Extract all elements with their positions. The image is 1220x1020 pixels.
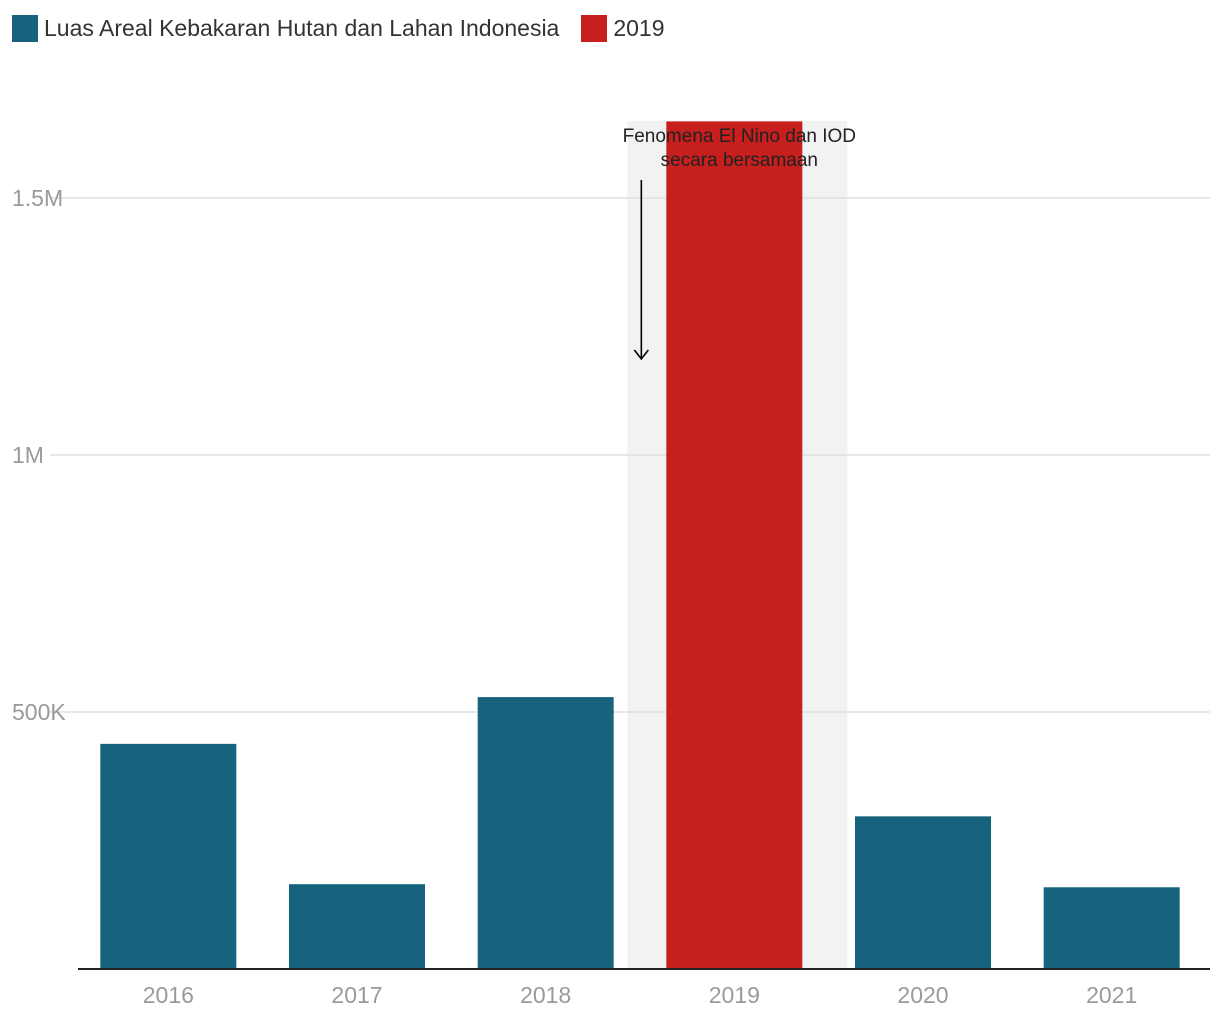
legend-swatch-2019 bbox=[581, 14, 608, 42]
legend-swatch-main bbox=[12, 14, 38, 42]
bar-2019 bbox=[666, 121, 803, 969]
x-tick-label-2017: 2017 bbox=[331, 982, 382, 1008]
x-tick-label-2021: 2021 bbox=[1086, 982, 1137, 1008]
y-tick-label-1m: 1M bbox=[12, 442, 44, 468]
bar-2017 bbox=[289, 884, 425, 969]
legend-label-main: Luas Areal Kebakaran Hutan dan Lahan Ind… bbox=[44, 14, 560, 41]
y-tick-label-500k: 500K bbox=[12, 699, 66, 725]
y-tick-label-1-5m: 1.5M bbox=[12, 185, 63, 211]
annotation-line-1: Fenomena El Nino dan IOD bbox=[623, 126, 856, 147]
legend-item-2019: 2019 bbox=[581, 14, 665, 42]
chart-legend: Luas Areal Kebakaran Hutan dan Lahan Ind… bbox=[12, 13, 687, 43]
x-tick-label-2016: 2016 bbox=[143, 982, 194, 1008]
x-tick-label-2018: 2018 bbox=[520, 982, 571, 1008]
x-tick-label-2020: 2020 bbox=[897, 982, 948, 1008]
annotation-arrow-head bbox=[633, 349, 649, 361]
x-tick-label-2019: 2019 bbox=[709, 982, 760, 1008]
bar-2016 bbox=[100, 743, 237, 969]
bar-2020 bbox=[855, 816, 991, 969]
annotation-line-2: secara bersamaan bbox=[661, 150, 818, 171]
legend-item-main-series: Luas Areal Kebakaran Hutan dan Lahan Ind… bbox=[12, 14, 560, 42]
bar-2021 bbox=[1043, 887, 1180, 969]
bar-2018 bbox=[477, 697, 614, 969]
legend-label-2019: 2019 bbox=[613, 14, 665, 41]
